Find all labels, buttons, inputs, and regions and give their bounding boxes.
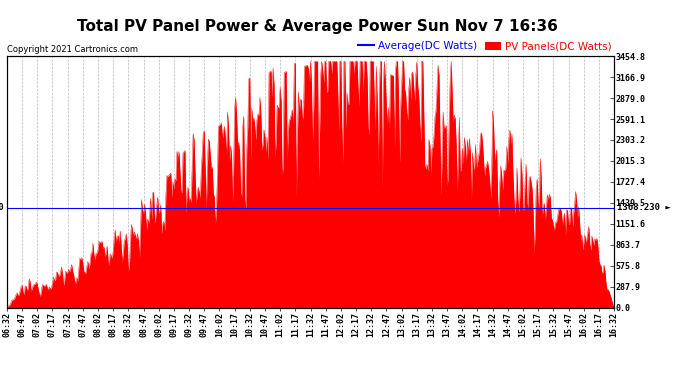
- Legend: Average(DC Watts), PV Panels(DC Watts): Average(DC Watts), PV Panels(DC Watts): [354, 37, 615, 56]
- Text: Copyright 2021 Cartronics.com: Copyright 2021 Cartronics.com: [7, 45, 138, 54]
- Text: 1368.230 ►: 1368.230 ►: [617, 204, 671, 213]
- Text: Total PV Panel Power & Average Power Sun Nov 7 16:36: Total PV Panel Power & Average Power Sun…: [77, 19, 558, 34]
- Text: ◄ 1368.230: ◄ 1368.230: [0, 204, 4, 213]
